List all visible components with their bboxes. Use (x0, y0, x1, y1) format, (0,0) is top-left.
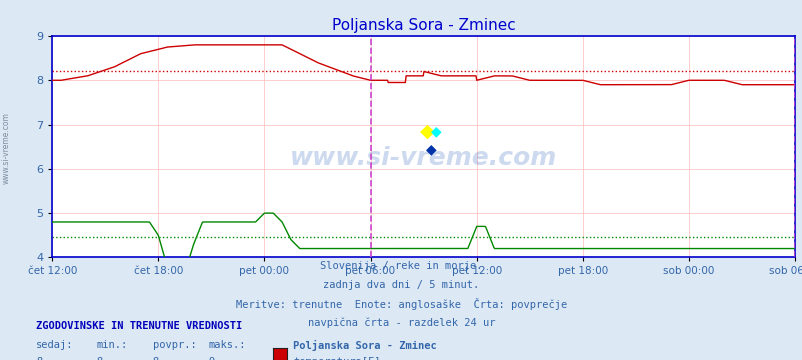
Text: min.:: min.: (96, 340, 128, 350)
Text: 9: 9 (209, 357, 215, 360)
Text: www.si-vreme.com: www.si-vreme.com (2, 112, 11, 184)
Title: Poljanska Sora - Zminec: Poljanska Sora - Zminec (331, 18, 515, 33)
Text: ◆: ◆ (419, 122, 434, 141)
Text: ◆: ◆ (431, 124, 441, 138)
Text: zadnja dva dni / 5 minut.: zadnja dva dni / 5 minut. (323, 280, 479, 290)
Text: 8: 8 (36, 357, 43, 360)
Text: Meritve: trenutne  Enote: anglosаške  Črta: povprečje: Meritve: trenutne Enote: anglosаške Črta… (236, 298, 566, 310)
Text: povpr.:: povpr.: (152, 340, 196, 350)
Text: ◆: ◆ (425, 142, 435, 156)
Text: sedaj:: sedaj: (36, 340, 74, 350)
Text: 8: 8 (96, 357, 103, 360)
Text: ZGODOVINSKE IN TRENUTNE VREDNOSTI: ZGODOVINSKE IN TRENUTNE VREDNOSTI (36, 321, 242, 331)
Text: Slovenija / reke in morje.: Slovenija / reke in morje. (320, 261, 482, 271)
Text: Poljanska Sora - Zminec: Poljanska Sora - Zminec (293, 340, 436, 351)
Text: temperatura[F]: temperatura[F] (293, 357, 380, 360)
Text: 8: 8 (152, 357, 159, 360)
Text: navpična črta - razdelek 24 ur: navpična črta - razdelek 24 ur (307, 317, 495, 328)
Text: www.si-vreme.com: www.si-vreme.com (290, 146, 557, 170)
Text: maks.:: maks.: (209, 340, 246, 350)
